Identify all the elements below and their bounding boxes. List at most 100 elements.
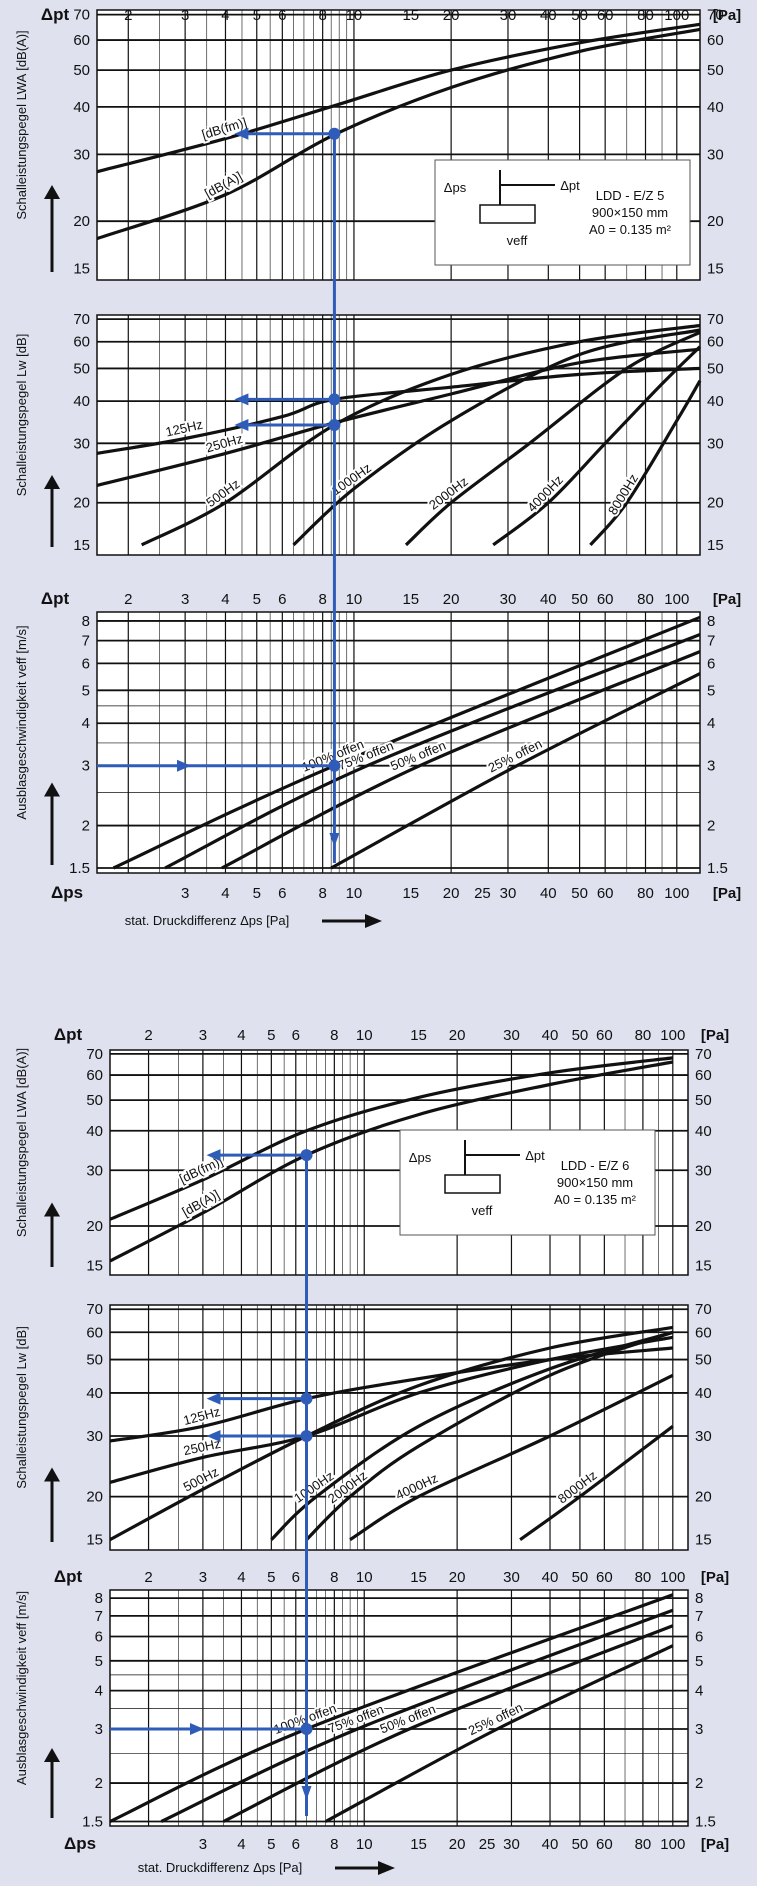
bottom-tick-label: 15: [410, 1836, 427, 1853]
y-tick-label: 20: [73, 213, 90, 230]
y-tick-label-right: 30: [707, 146, 724, 163]
series-curve-250hz: [109, 1335, 674, 1484]
y-tick-label-right: 8: [695, 1590, 703, 1607]
y-tick-label-right: 1.5: [707, 860, 728, 877]
device-name: LDD - E/Z 5: [596, 188, 665, 203]
y-tick-label-right: 7: [707, 633, 715, 650]
bottom-tick-label: 60: [596, 1836, 613, 1853]
y-axis-arrow-head: [44, 782, 60, 797]
bottom-axis: Δps 3 4 5 6 8 10 15 20 25 30 40 50 60 80 100 [Pa] stat. D…: [51, 883, 741, 928]
top-tick-label: 15: [402, 591, 419, 608]
y-tick-label-right: 5: [707, 682, 715, 699]
guide-arrow: [234, 127, 249, 140]
guide-point: [300, 1392, 313, 1405]
top-tick-label: 5: [253, 591, 261, 608]
y-tick-label: 40: [73, 393, 90, 410]
y-tick-label-right: 4: [707, 715, 715, 732]
y-tick-label: 6: [82, 655, 90, 672]
series-curve-2000hz: [404, 330, 701, 547]
bottom-tick-label: 25: [479, 1836, 496, 1853]
top-tick-label: 6: [292, 1569, 300, 1586]
guide-point: [328, 393, 341, 406]
device-size: 900×150 mm: [592, 205, 668, 220]
top-tick-label: 20: [443, 7, 460, 24]
y-tick-label: 6: [95, 1628, 103, 1645]
series-curve-125hz: [96, 366, 701, 455]
top-axis: Δpt 2 3 4 5 6 8 10 15 20 30 40 50 60 80 100 [Pa]: [54, 1567, 729, 1586]
top-tick-label: 10: [356, 1569, 373, 1586]
y-tick-label: 50: [86, 1352, 103, 1369]
bottom-tick-label: 25: [474, 885, 491, 902]
bottom-tick-label: 4: [237, 1836, 245, 1853]
guide-arrow: [206, 1149, 221, 1162]
plot-border: [109, 1049, 689, 1276]
top-tick-label: 8: [330, 1027, 338, 1044]
bottom-tick-label: 5: [267, 1836, 275, 1853]
guide-point: [328, 418, 341, 431]
y-tick-label-right: 40: [695, 1385, 712, 1402]
y-tick-label-right: 1.5: [695, 1813, 716, 1830]
top-tick-label: 8: [318, 7, 326, 24]
y-tick-label-right: 50: [707, 62, 724, 79]
bottom-tick-label: 100: [660, 1836, 685, 1853]
top-tick-label: 3: [199, 1569, 207, 1586]
y-tick-label-right: 15: [707, 261, 724, 278]
y-tick-label-right: 70: [695, 1046, 712, 1063]
y-tick-label: 30: [73, 146, 90, 163]
series-curve-100-offen: [112, 615, 701, 870]
bottom-tick-label: 60: [597, 885, 614, 902]
top-tick-label: 2: [144, 1027, 152, 1044]
guide-point: [328, 127, 341, 140]
series-curve-50-offen: [222, 1624, 674, 1823]
y-tick-label-right: 15: [695, 1532, 712, 1549]
y-tick-label: 2: [82, 818, 90, 835]
top-tick-label: 10: [356, 1027, 373, 1044]
y-tick-label-right: 2: [695, 1775, 703, 1792]
inset-dpt-label: Δpt: [560, 178, 580, 193]
bottom-tick-label: 30: [503, 1836, 520, 1853]
panel-lw: 15 15 20 20 30 30 40 40 50 50 60 60 70 70 Schalleistun…: [14, 311, 724, 556]
top-tick-label: 100: [660, 1569, 685, 1586]
bottom-tick-label: 10: [346, 885, 363, 902]
top-tick-label: 5: [253, 7, 261, 24]
series-curve-500hz: [140, 323, 701, 547]
y-tick-label-right: 20: [707, 495, 724, 512]
y-axis-label: Ausblasgeschwindigkeit veff [m/s]: [14, 1591, 29, 1785]
top-tick-label: 2: [144, 1569, 152, 1586]
top-tick-label: 50: [572, 1027, 589, 1044]
y-tick-label-right: 20: [695, 1489, 712, 1506]
top-tick-label: 60: [597, 7, 614, 24]
top-tick-label: 6: [278, 591, 286, 608]
y-tick-label: 50: [86, 1092, 103, 1109]
plot-border: [109, 1304, 689, 1551]
top-axis-unit: [Pa]: [701, 1569, 729, 1586]
panel-v: 1.5 1.5 2 2 3 3 4 4 5 5 6 6 7 7 8 8 Ausblasgeschwindigke…: [14, 611, 728, 877]
top-tick-label: 50: [571, 7, 588, 24]
device-icon: [444, 1174, 501, 1194]
y-tick-label: 50: [73, 62, 90, 79]
top-axis-unit: [Pa]: [713, 591, 741, 608]
top-tick-label: 4: [221, 591, 229, 608]
bottom-tick-label: 80: [635, 1836, 652, 1853]
bottom-axis-unit: [Pa]: [713, 885, 741, 902]
reading-guide: [110, 1149, 313, 1816]
y-tick-label-right: 70: [695, 1301, 712, 1318]
y-tick-label: 7: [82, 633, 90, 650]
y-tick-label-right: 30: [695, 1428, 712, 1445]
y-tick-label-right: 2: [707, 818, 715, 835]
device-name: LDD - E/Z 6: [561, 1158, 630, 1173]
bottom-tick-label: 6: [292, 1836, 300, 1853]
y-tick-label-right: 40: [707, 99, 724, 116]
bottom-axis-unit: [Pa]: [701, 1836, 729, 1853]
guide-arrow: [177, 759, 191, 772]
inset-dpt-label: Δpt: [525, 1148, 545, 1163]
bottom-tick-label: 15: [402, 885, 419, 902]
bottom-tick-label: 8: [330, 1836, 338, 1853]
top-tick-label: 40: [542, 1569, 559, 1586]
y-axis-arrow-head: [44, 1467, 60, 1482]
top-axis-symbol: Δpt: [41, 5, 70, 24]
y-tick-label-right: 30: [707, 435, 724, 452]
y-tick-label-right: 20: [695, 1218, 712, 1235]
series-curve-4000hz: [349, 1373, 674, 1542]
top-tick-label: 20: [449, 1569, 466, 1586]
